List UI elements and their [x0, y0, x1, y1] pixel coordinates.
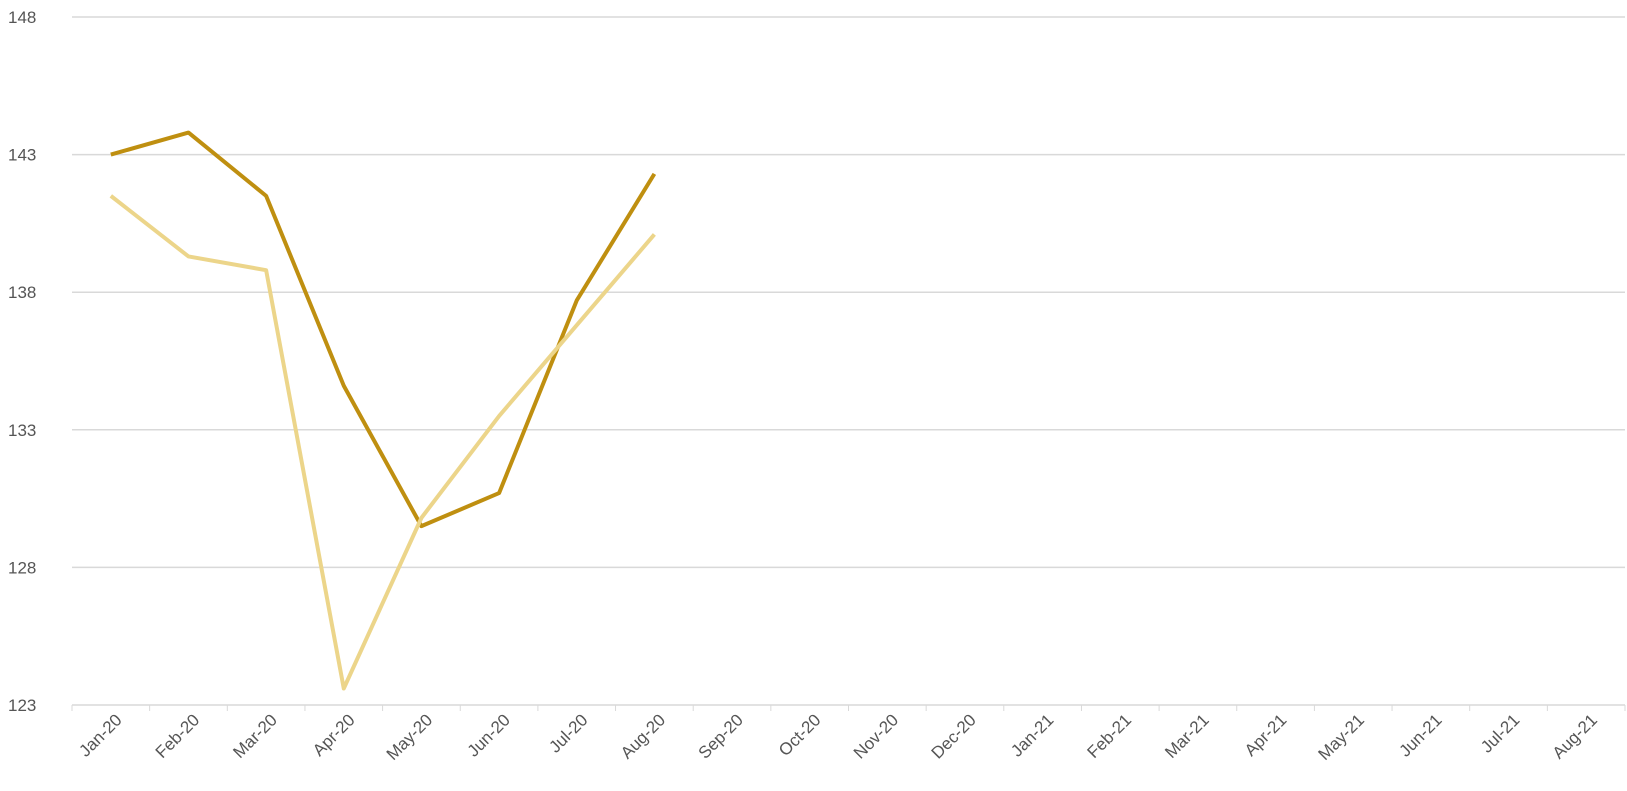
x-tick-label: Jul-20	[545, 710, 591, 756]
x-tick-label: Nov-20	[850, 710, 902, 762]
x-tick-label: Jun-20	[464, 710, 514, 760]
x-tick-label: Mar-20	[229, 710, 281, 762]
x-tick-label: Feb-21	[1084, 710, 1136, 762]
x-tick-label: Jan-21	[1007, 710, 1057, 760]
x-tick-label: May-20	[383, 710, 437, 764]
y-tick-label: 148	[8, 8, 36, 27]
x-tick-label: Aug-21	[1549, 710, 1601, 762]
x-tick-label: Jun-21	[1396, 710, 1446, 760]
x-tick-label: Feb-20	[152, 710, 204, 762]
y-tick-label: 143	[8, 146, 36, 165]
x-tick-label: Aug-20	[617, 710, 669, 762]
y-tick-label: 138	[8, 283, 36, 302]
y-tick-label: 128	[8, 558, 36, 577]
x-tick-label: Sep-20	[695, 710, 747, 762]
series-line	[111, 196, 655, 689]
chart: 123 128 133 138 143 148 Jan-20 Feb-20 Mar-20 Apr-…	[0, 0, 1627, 791]
y-tick-label: 133	[8, 421, 36, 440]
x-tick-label: May-21	[1315, 710, 1369, 764]
x-tick-label: Apr-21	[1241, 710, 1291, 760]
x-tick-label: Dec-20	[928, 710, 980, 762]
x-tick-label: Oct-20	[775, 710, 825, 760]
x-tick-label: Jul-21	[1477, 710, 1523, 756]
x-tick-label: Apr-20	[309, 710, 359, 760]
y-tick-label: 123	[8, 696, 36, 715]
x-tick-label: Jan-20	[75, 710, 125, 760]
x-tick-label: Mar-21	[1161, 710, 1213, 762]
